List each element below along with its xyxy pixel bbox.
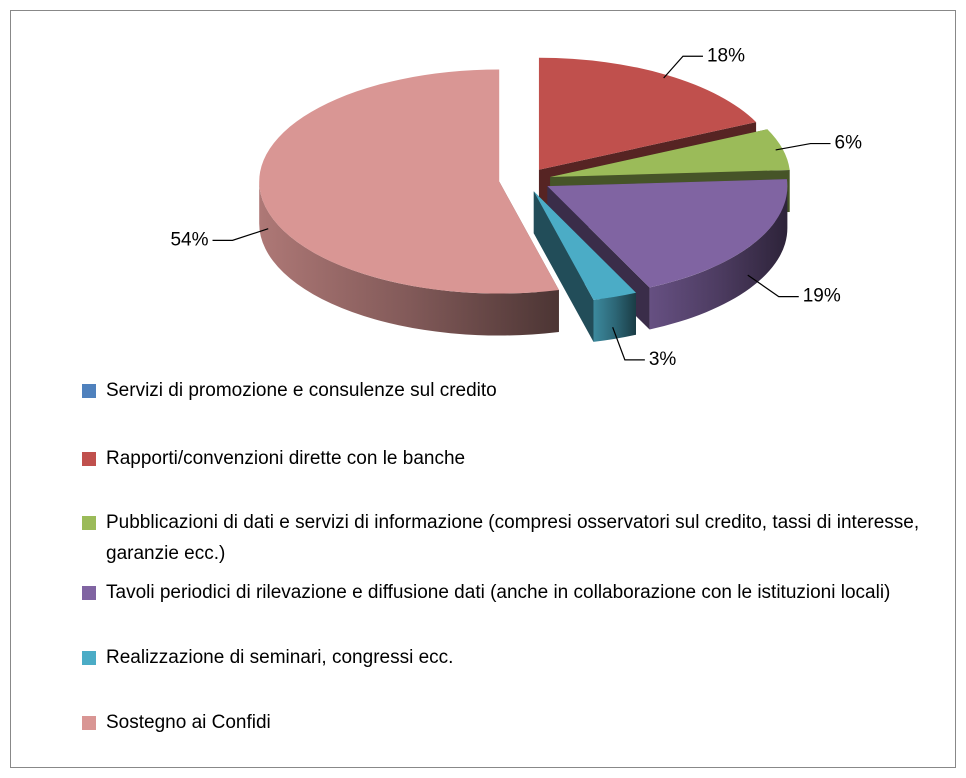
data-label: 3% <box>649 349 677 370</box>
legend-entry: Rapporti/convenzioni dirette con le banc… <box>82 443 926 474</box>
legend-label: Pubblicazioni di dati e servizi di infor… <box>106 512 920 564</box>
legend-swatch <box>82 586 96 600</box>
slice <box>533 191 636 300</box>
slice-wall <box>259 181 559 336</box>
legend-label: Sostegno ai Confidi <box>106 712 271 733</box>
legend-swatch <box>82 651 96 665</box>
slice <box>547 179 788 288</box>
data-label: 18% <box>707 45 745 66</box>
legend-entry: Realizzazione di seminari, congressi ecc… <box>82 642 926 673</box>
slice <box>550 129 790 177</box>
leader-line <box>612 327 645 361</box>
data-label: 6% <box>835 133 863 154</box>
legend-entry: Sostegno ai Confidi <box>82 707 926 738</box>
legend-swatch <box>82 452 96 466</box>
legend-entry: Servizi di promozione e consulenze sul c… <box>82 375 926 406</box>
legend-entry: Pubblicazioni di dati e servizi di infor… <box>82 507 926 569</box>
leader-line <box>747 274 799 298</box>
slice <box>259 69 559 294</box>
data-label: 54% <box>170 229 208 250</box>
slice-side <box>533 191 594 342</box>
leader-line <box>212 228 269 241</box>
slice <box>538 57 757 170</box>
legend-label: Servizi di promozione e consulenze sul c… <box>106 380 497 401</box>
slice-wall <box>649 186 788 330</box>
leader-line <box>663 55 703 79</box>
legend-label: Rapporti/convenzioni dirette con le banc… <box>106 448 466 469</box>
legend-swatch <box>82 384 96 398</box>
data-label: 19% <box>803 286 841 307</box>
legend-swatch <box>82 516 96 530</box>
legend-swatch <box>82 716 96 730</box>
legend-label: Tavoli periodici di rilevazione e diffus… <box>106 582 891 603</box>
slice-wall <box>593 292 636 342</box>
leader-line <box>775 142 831 151</box>
legend-label: Realizzazione di seminari, congressi ecc… <box>106 647 454 668</box>
legend-entry: Tavoli periodici di rilevazione e diffus… <box>82 577 926 608</box>
